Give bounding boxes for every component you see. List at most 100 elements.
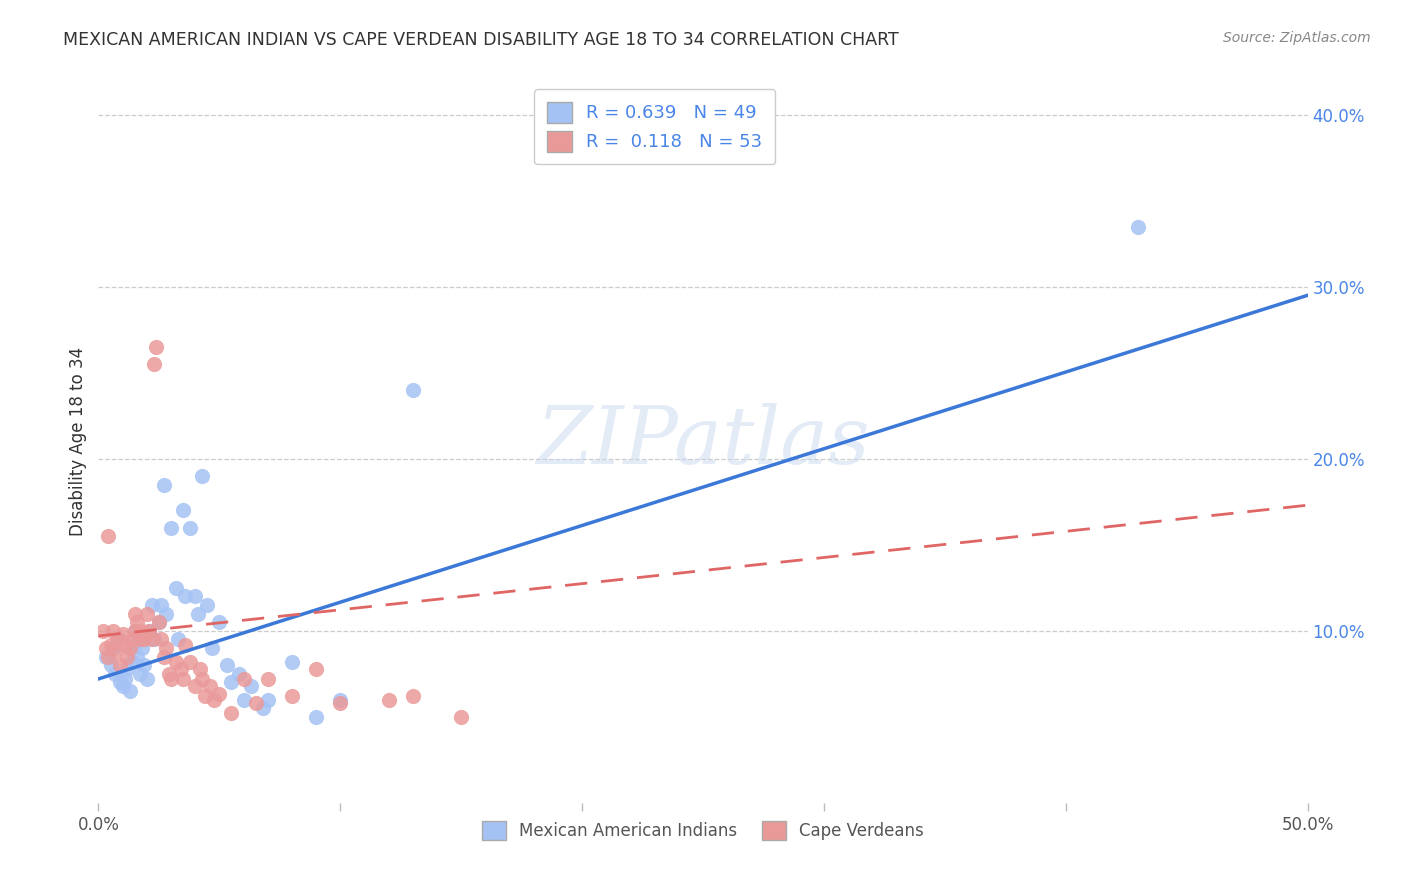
Point xyxy=(134,658,156,673)
Point xyxy=(107,632,129,647)
Point xyxy=(174,590,197,604)
Point xyxy=(201,640,224,655)
Point xyxy=(148,615,170,630)
Point xyxy=(143,632,166,647)
Point xyxy=(101,624,124,638)
Point xyxy=(188,662,211,676)
Point xyxy=(305,710,328,724)
Legend: Mexican American Indians, Cape Verdeans: Mexican American Indians, Cape Verdeans xyxy=(474,813,932,848)
Point xyxy=(160,520,183,534)
Point xyxy=(117,662,139,676)
Point xyxy=(124,624,146,638)
Point xyxy=(100,658,122,673)
Point xyxy=(104,644,127,658)
Point xyxy=(100,638,122,652)
Point xyxy=(128,632,150,647)
Y-axis label: Disability Age 18 to 34: Disability Age 18 to 34 xyxy=(69,347,87,536)
Point xyxy=(121,632,143,647)
Point xyxy=(329,692,352,706)
Point xyxy=(179,655,201,669)
Point xyxy=(111,679,134,693)
Point xyxy=(134,632,156,647)
Point xyxy=(195,598,218,612)
Point xyxy=(101,640,124,655)
Point xyxy=(208,687,231,701)
Point xyxy=(91,624,114,638)
Point xyxy=(198,679,221,693)
Point xyxy=(169,662,191,676)
Point xyxy=(172,503,194,517)
Point xyxy=(94,640,117,655)
Point xyxy=(281,655,304,669)
Point xyxy=(117,649,139,664)
Point xyxy=(118,684,141,698)
Point xyxy=(124,624,146,638)
Point xyxy=(281,689,304,703)
Text: Source: ZipAtlas.com: Source: ZipAtlas.com xyxy=(1223,31,1371,45)
Point xyxy=(118,640,141,655)
Point xyxy=(165,655,187,669)
Point xyxy=(232,692,254,706)
Point xyxy=(256,692,278,706)
Point xyxy=(121,655,143,669)
Point xyxy=(174,638,197,652)
Point xyxy=(127,615,149,630)
Point xyxy=(124,607,146,621)
Point xyxy=(94,649,117,664)
Point xyxy=(179,520,201,534)
Point xyxy=(108,675,131,690)
Point xyxy=(131,624,153,638)
Point xyxy=(97,529,120,543)
Point xyxy=(232,672,254,686)
Point xyxy=(138,624,160,638)
Point xyxy=(1128,219,1150,234)
Point xyxy=(329,696,352,710)
Point xyxy=(184,679,207,693)
Point xyxy=(107,632,129,647)
Point xyxy=(377,692,399,706)
Point xyxy=(97,649,120,664)
Point xyxy=(204,692,226,706)
Point xyxy=(135,672,157,686)
Point xyxy=(155,607,177,621)
Point xyxy=(450,710,472,724)
Point xyxy=(256,672,278,686)
Point xyxy=(305,662,328,676)
Point xyxy=(191,672,214,686)
Point xyxy=(152,477,174,491)
Point xyxy=(157,666,180,681)
Point xyxy=(150,598,173,612)
Point xyxy=(128,666,150,681)
Point xyxy=(221,675,243,690)
Point xyxy=(114,672,136,686)
Point xyxy=(402,383,425,397)
Point xyxy=(114,638,136,652)
Point xyxy=(215,658,238,673)
Point xyxy=(148,615,170,630)
Point xyxy=(187,607,209,621)
Point xyxy=(228,666,250,681)
Point xyxy=(252,701,274,715)
Point xyxy=(143,357,166,371)
Point xyxy=(124,638,146,652)
Point xyxy=(135,607,157,621)
Point xyxy=(108,658,131,673)
Point xyxy=(172,672,194,686)
Text: ZIPatlas: ZIPatlas xyxy=(536,403,870,480)
Point xyxy=(167,632,190,647)
Point xyxy=(245,696,267,710)
Point xyxy=(141,598,163,612)
Point xyxy=(239,679,262,693)
Point xyxy=(141,632,163,647)
Point xyxy=(194,689,217,703)
Point xyxy=(150,632,173,647)
Point xyxy=(131,640,153,655)
Point xyxy=(145,340,167,354)
Point xyxy=(208,615,231,630)
Point xyxy=(127,649,149,664)
Point xyxy=(184,590,207,604)
Point xyxy=(221,706,243,721)
Point xyxy=(165,581,187,595)
Text: MEXICAN AMERICAN INDIAN VS CAPE VERDEAN DISABILITY AGE 18 TO 34 CORRELATION CHAR: MEXICAN AMERICAN INDIAN VS CAPE VERDEAN … xyxy=(63,31,898,49)
Point xyxy=(402,689,425,703)
